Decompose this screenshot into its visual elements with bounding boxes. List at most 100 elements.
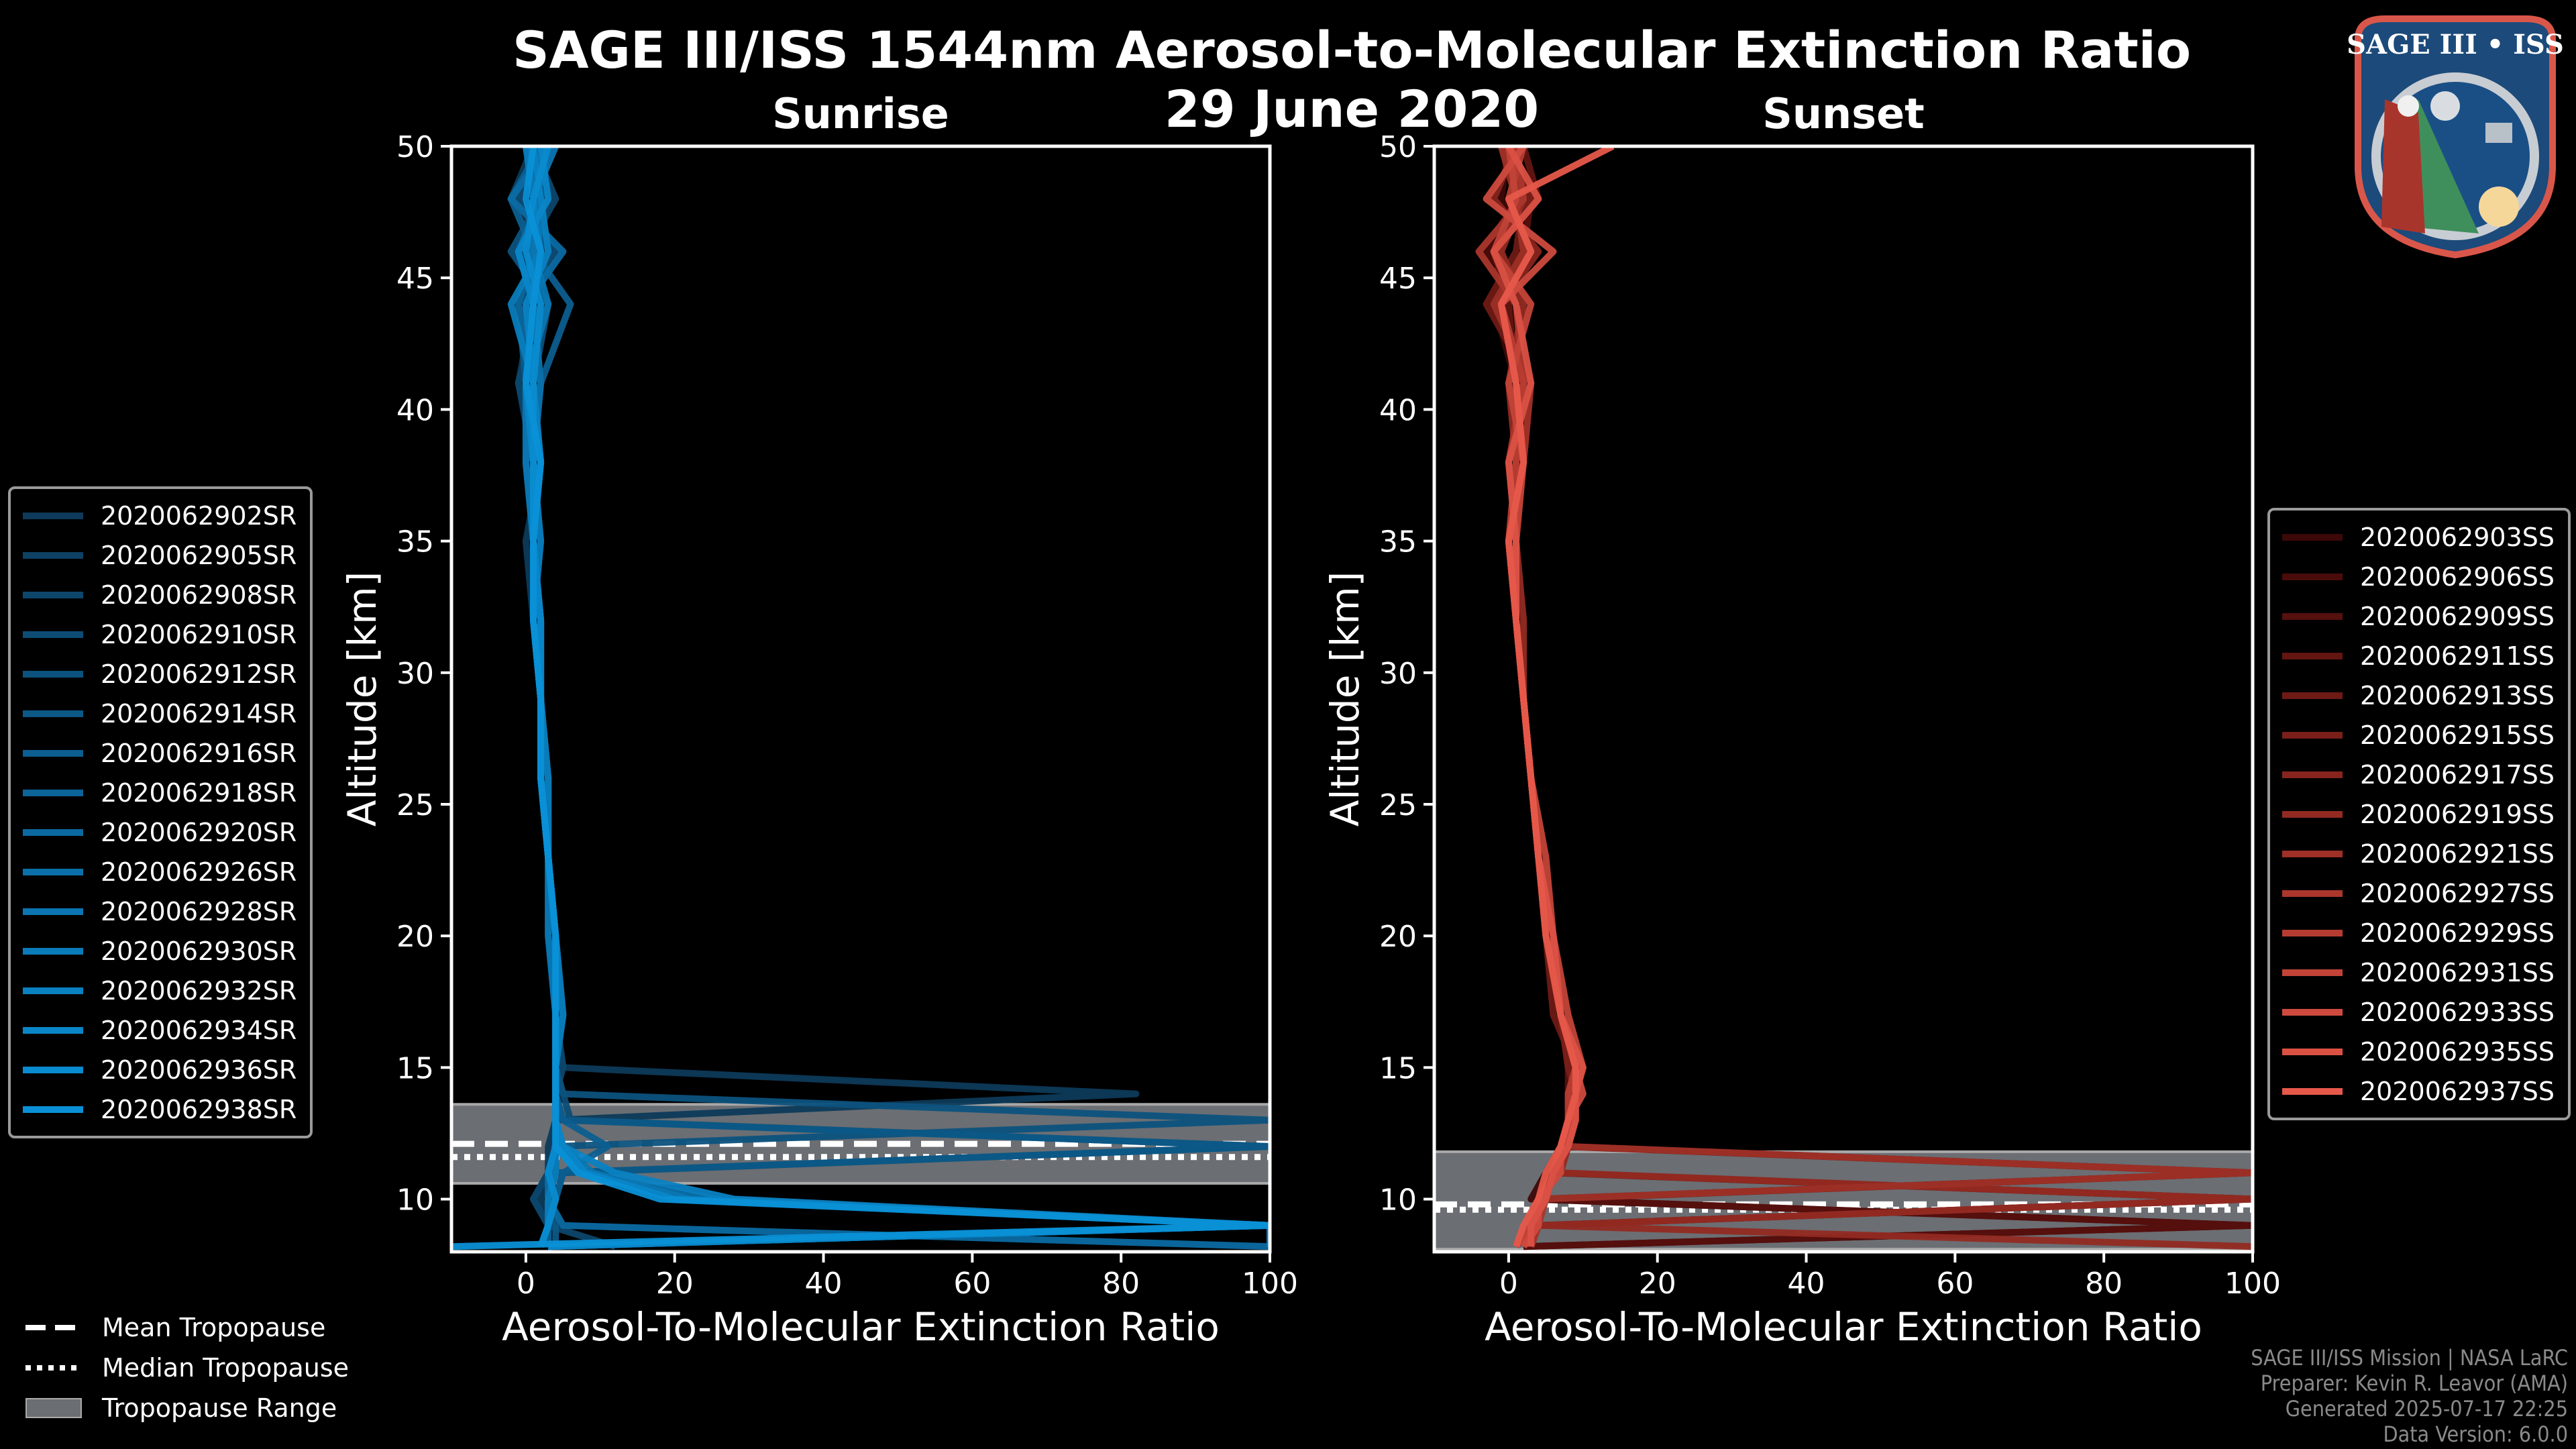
sunrise-plot-area bbox=[451, 146, 1270, 1250]
x-tick-label: 40 bbox=[1788, 1267, 1825, 1301]
y-tick-label: 15 bbox=[396, 1051, 434, 1085]
legend-item: 2020062935SS bbox=[2270, 1032, 2568, 1071]
y-tick-label: 35 bbox=[1379, 525, 1417, 559]
legend-median-tropopause: Median Tropopause bbox=[25, 1348, 349, 1388]
y-tick-label: 45 bbox=[1379, 262, 1417, 296]
legend-label: 2020062918SR bbox=[101, 777, 297, 808]
legend-line-swatch bbox=[2282, 810, 2343, 818]
legend-label: 2020062926SR bbox=[101, 857, 297, 887]
legend-label: 2020062915SS bbox=[2360, 720, 2555, 750]
legend-line-swatch bbox=[2282, 652, 2343, 659]
legend-label: 2020062916SR bbox=[101, 738, 297, 768]
range-patch-icon bbox=[25, 1398, 82, 1418]
legend-label: 2020062929SS bbox=[2360, 918, 2555, 948]
legend-label: 2020062932SR bbox=[101, 975, 297, 1006]
credits: SAGE III/ISS Mission | NASA LaRC Prepare… bbox=[2251, 1345, 2568, 1447]
legend-line-swatch bbox=[23, 1066, 83, 1073]
legend-line-swatch bbox=[2282, 1008, 2343, 1016]
legend-line-swatch bbox=[2282, 929, 2343, 936]
y-tick-label: 50 bbox=[396, 130, 434, 164]
legend-item: 2020062913SS bbox=[2270, 676, 2568, 715]
legend-label: 2020062906SS bbox=[2360, 561, 2555, 592]
legend-item: 2020062915SS bbox=[2270, 715, 2568, 755]
legend-label: 2020062935SS bbox=[2360, 1036, 2555, 1067]
legend-item: 2020062926SR bbox=[11, 852, 310, 892]
legend-mean-label: Mean Tropopause bbox=[102, 1313, 326, 1342]
legend-item: 2020062919SS bbox=[2270, 794, 2568, 834]
y-tick-label: 15 bbox=[1379, 1051, 1417, 1085]
x-tick-label: 80 bbox=[2085, 1267, 2123, 1301]
legend-line-swatch bbox=[2282, 771, 2343, 778]
x-tick-label: 20 bbox=[1639, 1267, 1676, 1301]
legend-label: 2020062911SS bbox=[2360, 641, 2555, 671]
profile-2020062902SR bbox=[507, 146, 1140, 1247]
legend-line-swatch bbox=[23, 551, 83, 559]
sunrise-axes-frame bbox=[449, 144, 1272, 1254]
sunset-x-axis-label: Aerosol-To-Molecular Extinction Ratio bbox=[1485, 1304, 2202, 1350]
x-tick-label: 100 bbox=[1242, 1267, 1298, 1301]
legend-median-label: Median Tropopause bbox=[102, 1353, 349, 1383]
legend-item: 2020062905SR bbox=[11, 535, 310, 575]
tropopause-legend: Mean Tropopause Median Tropopause Tropop… bbox=[25, 1307, 349, 1428]
y-tick-label: 25 bbox=[396, 788, 434, 822]
profile-2020062913SS bbox=[1483, 146, 2253, 1247]
legend-label: 2020062903SS bbox=[2360, 522, 2555, 552]
legend-label: 2020062931SS bbox=[2360, 957, 2555, 987]
legend-item: 2020062929SS bbox=[2270, 913, 2568, 953]
legend-label: 2020062914SR bbox=[101, 698, 297, 729]
legend-label: 2020062913SS bbox=[2360, 680, 2555, 710]
legend-label: 2020062934SR bbox=[101, 1015, 297, 1045]
sunset-plot: 0 20 40 60 80 100 10 15 20 25 30 35 40 45 50 bbox=[1379, 130, 2281, 1301]
dotted-line-icon bbox=[25, 1365, 82, 1371]
sunrise-plot: 0 20 40 60 80 100 10 15 20 25 30 35 40 45 50 bbox=[396, 130, 1298, 1301]
y-tick-label: 20 bbox=[396, 920, 434, 954]
legend-line-swatch bbox=[23, 987, 83, 994]
sage-iii-iss-logo: SAGE III • ISS bbox=[2347, 15, 2564, 259]
legend-item: 2020062909SS bbox=[2270, 596, 2568, 636]
svg-text:SAGE III • ISS: SAGE III • ISS bbox=[2347, 29, 2564, 60]
legend-line-swatch bbox=[23, 710, 83, 717]
legend-item: 2020062917SS bbox=[2270, 755, 2568, 794]
legend-line-swatch bbox=[2282, 969, 2343, 976]
legend-item: 2020062914SR bbox=[11, 694, 310, 733]
legend-item: 2020062920SR bbox=[11, 812, 310, 852]
legend-label: 2020062912SR bbox=[101, 659, 297, 689]
legend-line-swatch bbox=[2282, 692, 2343, 699]
legend-line-swatch bbox=[2282, 573, 2343, 580]
legend-label: 2020062928SR bbox=[101, 896, 297, 926]
sunset-axes-frame bbox=[1432, 144, 2255, 1254]
credits-version: Data Version: 6.0.0 bbox=[2383, 1421, 2568, 1447]
y-tick-label: 10 bbox=[1379, 1183, 1417, 1218]
y-tick-label: 35 bbox=[396, 525, 434, 559]
profile-2020062909SS bbox=[1497, 146, 2253, 1250]
legend-label: 2020062917SS bbox=[2360, 759, 2555, 790]
legend-item: 2020062928SR bbox=[11, 892, 310, 931]
sunrise-x-axis-label: Aerosol-To-Molecular Extinction Ratio bbox=[502, 1304, 1220, 1350]
legend-item: 2020062936SR bbox=[11, 1050, 310, 1089]
legend-item: 2020062903SS bbox=[2270, 517, 2568, 557]
legend-line-swatch bbox=[2282, 731, 2343, 739]
legend-line-swatch bbox=[2282, 890, 2343, 897]
y-tick-label: 20 bbox=[1379, 920, 1417, 954]
legend-line-swatch bbox=[2282, 612, 2343, 620]
credits-preparer: Preparer: Kevin R. Leavor (AMA) bbox=[2260, 1371, 2568, 1396]
legend-label: 2020062930SR bbox=[101, 936, 297, 966]
legend-item: 2020062918SR bbox=[11, 773, 310, 812]
x-tick-label: 80 bbox=[1102, 1267, 1140, 1301]
profile-2020062911SS bbox=[1490, 146, 2253, 1249]
legend-item: 2020062931SS bbox=[2270, 953, 2568, 992]
x-tick-label: 40 bbox=[805, 1267, 843, 1301]
legend-item: 2020062906SS bbox=[2270, 557, 2568, 596]
profile-2020062915SS bbox=[1490, 146, 2253, 1249]
legend-label: 2020062905SR bbox=[101, 540, 297, 570]
profile-2020062906SS bbox=[1483, 146, 2253, 1248]
legend-label: 2020062919SS bbox=[2360, 799, 2555, 829]
sunset-panel-title: Sunset bbox=[1762, 89, 1925, 138]
legend-item: 2020062937SS bbox=[2270, 1071, 2568, 1111]
x-tick-label: 60 bbox=[1936, 1267, 1974, 1301]
legend-item: 2020062902SR bbox=[11, 496, 310, 535]
y-tick-label: 40 bbox=[1379, 393, 1417, 427]
legend-line-swatch bbox=[23, 591, 83, 598]
legend-item: 2020062908SR bbox=[11, 575, 310, 614]
